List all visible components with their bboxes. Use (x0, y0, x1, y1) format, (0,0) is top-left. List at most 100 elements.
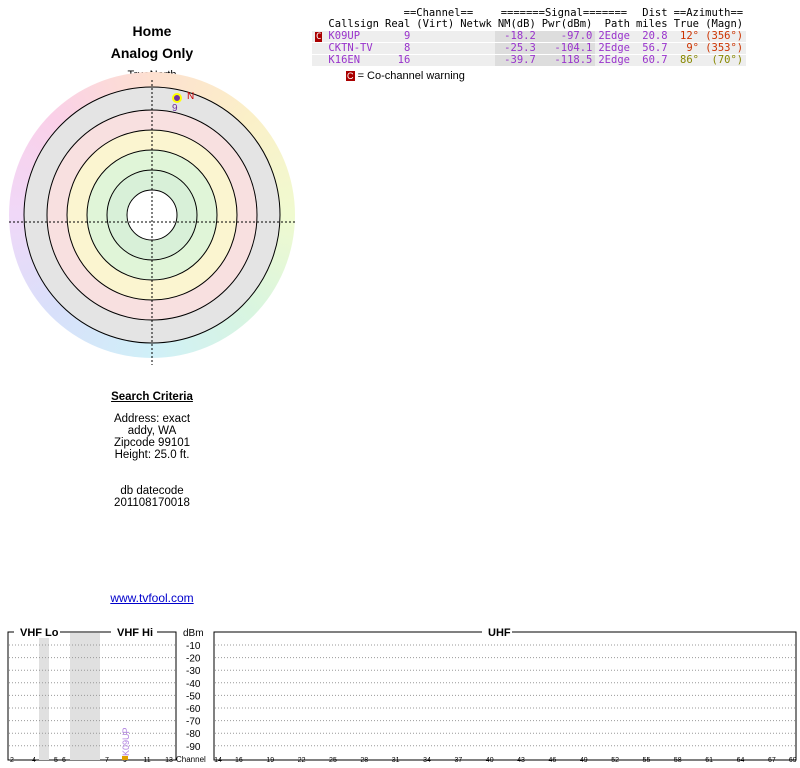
column-header: Real (385, 18, 411, 30)
band-label: UHF (488, 627, 511, 639)
dbm-tick: -50 (186, 691, 201, 702)
cell: -18.2 (494, 30, 539, 43)
search-line: Address: exact (113, 413, 191, 425)
cell: 9° (686, 42, 699, 54)
dbm-label: dBm (183, 628, 204, 639)
row: C K09UP 9 -18.2 -97.0 2Edge 20.8 12° (356°) (312, 30, 747, 43)
channel-label: 2 (10, 757, 14, 764)
cell (457, 31, 495, 43)
cell: 2Edge (598, 54, 630, 66)
channel-label: 13 (165, 757, 173, 764)
dbm-tick: -60 (186, 704, 201, 715)
column-header: NM(dB) (497, 18, 536, 30)
cell: 2Edge (598, 30, 630, 42)
cell: -118.5 (538, 54, 596, 66)
marker-channel: 9 (172, 103, 178, 114)
channel-label: 52 (611, 757, 619, 764)
cell (457, 43, 495, 55)
group-header: =======Signal======= (500, 7, 628, 19)
group-header: Dist (642, 7, 668, 19)
cell: 8 (403, 42, 411, 54)
band-label: VHF Lo (20, 627, 59, 639)
search-title: Search Criteria (111, 391, 193, 403)
channel-label: 69 (789, 757, 797, 764)
dbm-tick: -80 (186, 729, 201, 740)
cell (457, 55, 495, 67)
band-bg (111, 626, 157, 638)
uhf-panel (213, 631, 797, 761)
channel-label: 34 (423, 757, 431, 764)
column-header: Netwk (460, 18, 492, 30)
cell: -97.0 (538, 30, 596, 43)
cell: 56.7 (642, 42, 668, 54)
channel-label: 9 (123, 757, 127, 764)
datecode: 201108170018 (114, 497, 190, 509)
search-line: Zipcode 99101 (113, 437, 191, 449)
band-label: VHF Hi (117, 627, 153, 639)
cell: K09UP (328, 30, 361, 42)
cell: (70°) (711, 54, 744, 66)
warning-text: = Co-channel warning (357, 70, 465, 82)
cell (312, 55, 325, 67)
cell (413, 43, 457, 55)
marker-letter: N (187, 91, 194, 102)
cochannel-badge: C (315, 32, 323, 42)
channel-label: 25 (329, 757, 337, 764)
channel-label: 6 (62, 757, 66, 764)
search-criteria: Search Criteria Address: exact addy, WA Zi… (52, 391, 252, 509)
station-label: K09UP (121, 727, 131, 756)
channel-label: 5 (54, 757, 58, 764)
tvfool-link[interactable]: www.tvfool.com (110, 591, 194, 605)
channel-label: 11 (143, 757, 150, 764)
cell: K16EN (328, 54, 361, 66)
cell (413, 31, 457, 43)
channel-label: 64 (737, 757, 745, 764)
row: K16EN 16 -39.7 -118.5 2Edge 60.7 86° (70°) (312, 54, 747, 67)
cell: (353°) (705, 42, 744, 54)
channel-label: 4 (32, 757, 36, 764)
row: CKTN-TV 8 -25.3 -104.1 2Edge 56.7 9° (353°) (312, 42, 747, 55)
dbm-tick: -20 (186, 654, 201, 665)
channel-label: 43 (517, 757, 525, 764)
channel-label: 61 (705, 757, 713, 764)
title: Home (132, 23, 172, 39)
cell: 12° (680, 30, 699, 42)
channel-label: 16 (235, 757, 243, 764)
channel-label: 31 (392, 757, 400, 764)
header: Home Analog Only (52, 20, 252, 64)
cell (413, 55, 457, 67)
group-header: ==Azimuth== (673, 7, 744, 19)
dbm-tick: -90 (186, 742, 201, 753)
channel-label: 28 (360, 757, 368, 764)
channel-label: 22 (298, 757, 306, 764)
station-bar (122, 756, 128, 760)
channel-label: 40 (486, 757, 494, 764)
channel-label: 37 (454, 757, 462, 764)
channel-label: 49 (580, 757, 588, 764)
channel-label: 19 (266, 757, 274, 764)
column-header: miles (635, 18, 668, 30)
warning: C = Co-channel warning (346, 70, 465, 82)
column-header: Callsign (328, 18, 379, 30)
datecode-label: db datecode (120, 485, 184, 497)
channel-axis-label: Channel (176, 755, 206, 764)
dbm-tick: -10 (186, 641, 201, 652)
dbm-tick: -40 (186, 679, 201, 690)
band-bg (14, 626, 60, 638)
dbm-tick: -30 (186, 666, 201, 677)
cell: 9 (403, 30, 411, 42)
station-marker (172, 93, 182, 103)
channel-label: 58 (674, 757, 682, 764)
subtitle: Analog Only (110, 45, 194, 61)
channel-label: 7 (105, 757, 109, 764)
cell (312, 19, 325, 31)
warning-badge: C (346, 71, 355, 81)
cell: 20.8 (642, 30, 668, 42)
cell: C (312, 31, 325, 43)
polar-plot: N 9 (9, 80, 295, 365)
column-header: (Virt) (416, 18, 455, 30)
column-header: Path (604, 18, 630, 30)
cell: 86° (680, 54, 699, 66)
spectrum-chart: VHF Lo VHF Hi UHFdBm-10-20-30-40-50-60-70-… (7, 626, 797, 764)
search-line: Height: 25.0 ft. (114, 449, 190, 461)
